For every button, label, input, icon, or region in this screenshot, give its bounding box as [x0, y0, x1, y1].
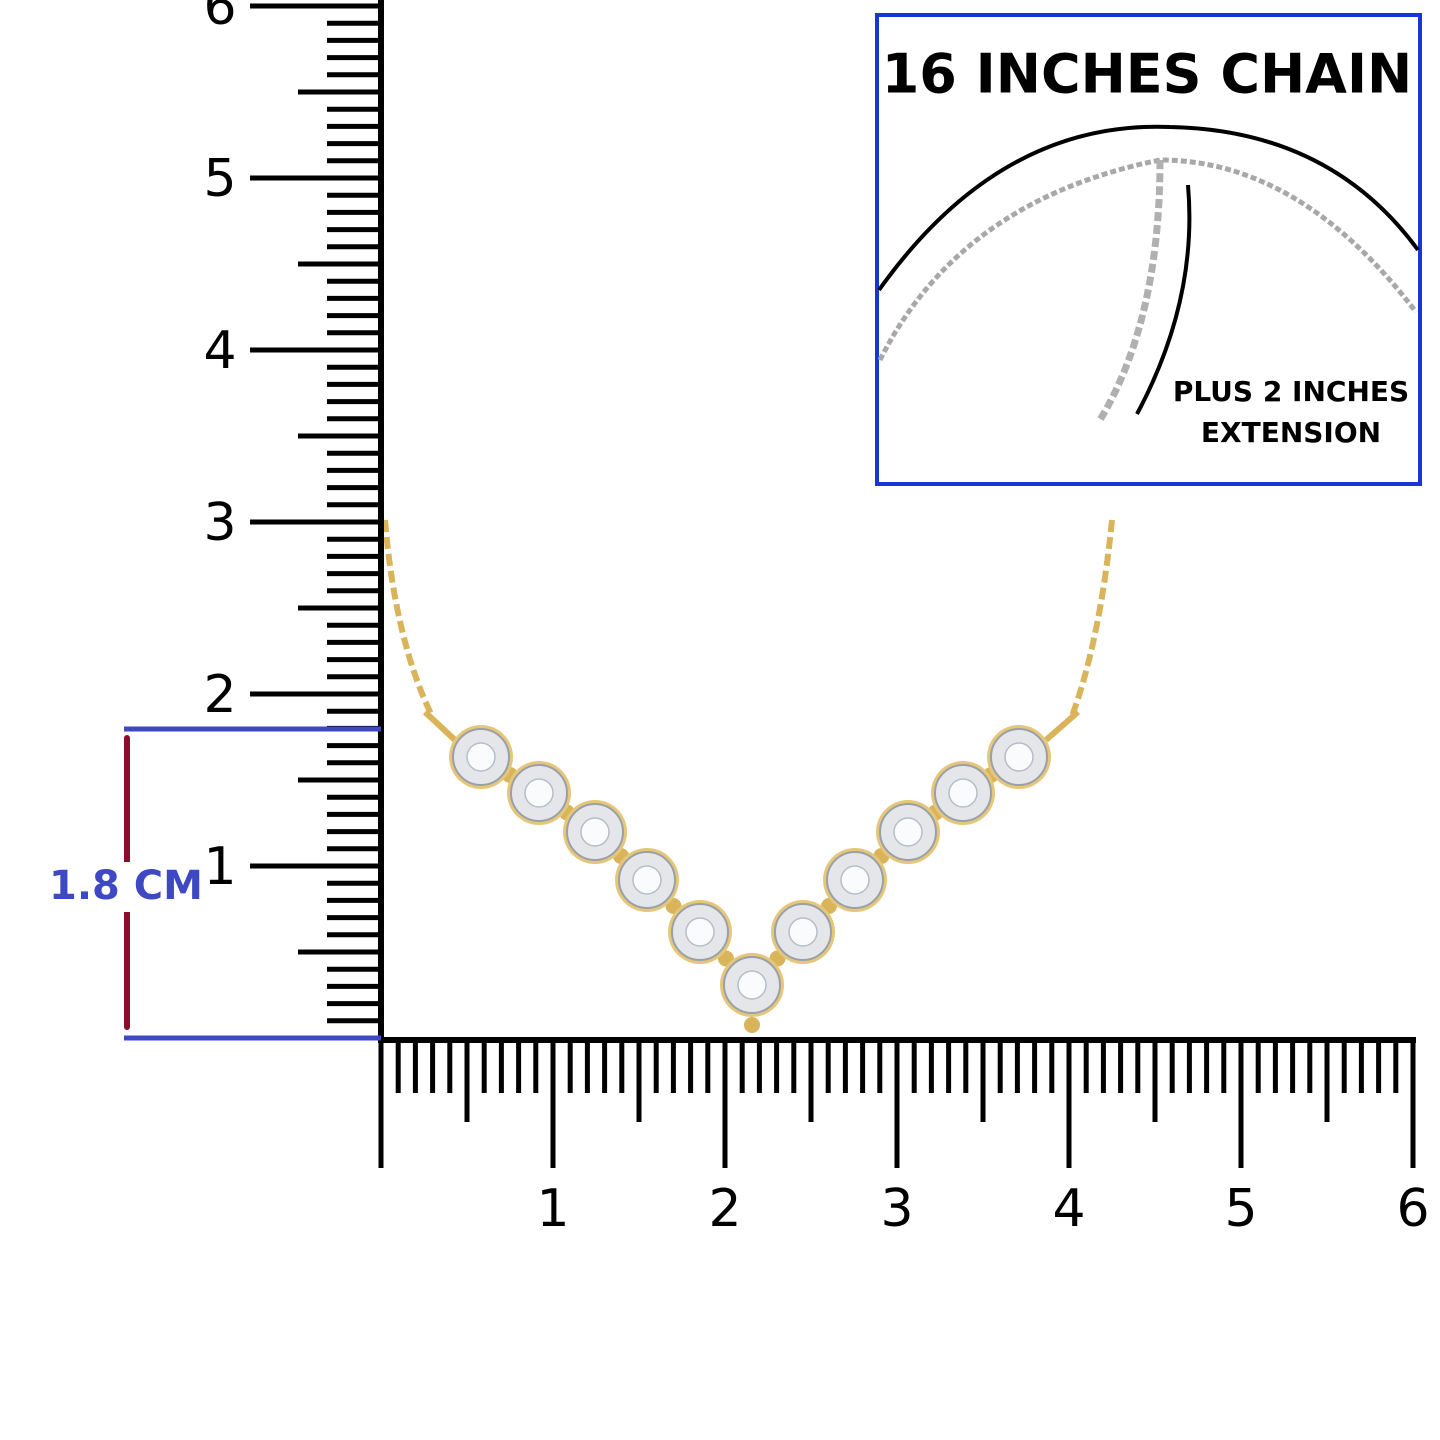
ruler-label: 6: [1396, 1179, 1429, 1239]
stone-facet: [893, 817, 923, 847]
necklace: [382, 519, 1115, 1033]
label-bg: [44, 862, 210, 912]
rulers: [250, 0, 1416, 1168]
inset-note: EXTENSION: [1201, 416, 1381, 449]
stone-facet: [580, 817, 610, 847]
inset: 16 INCHES CHAIN PLUS 2 INCHES EXTENSION: [875, 13, 1422, 486]
ruler-label: 3: [203, 493, 236, 553]
stone-facet: [466, 742, 496, 772]
prong: [744, 1017, 760, 1033]
inset-frame: [875, 13, 1422, 486]
ruler-label: 4: [1052, 1179, 1085, 1239]
inset-note: PLUS 2 INCHES: [1173, 375, 1409, 408]
chain: [382, 519, 435, 718]
stone-facet: [685, 917, 715, 947]
ruler-label: 5: [203, 149, 236, 209]
stone-facet: [948, 778, 978, 808]
clasp: [422, 709, 1080, 743]
stone-facet: [524, 778, 554, 808]
ruler-label: 1: [536, 1179, 569, 1239]
stone-facet: [632, 865, 662, 895]
ruler-label: 2: [203, 665, 236, 725]
ruler-label: 4: [203, 321, 236, 381]
ruler-label: 3: [880, 1179, 913, 1239]
stone-facet: [788, 917, 818, 947]
measure-label: 1.8 CM: [49, 863, 203, 909]
stone-facet: [1004, 742, 1034, 772]
extension-arc: [1135, 184, 1192, 415]
neck-arc: [877, 124, 1420, 292]
ruler-label: 2: [708, 1179, 741, 1239]
extension-chain: [1096, 159, 1164, 422]
stone-facet: [737, 970, 767, 1000]
ruler-label: 5: [1224, 1179, 1257, 1239]
stone-facet: [840, 865, 870, 895]
ruler-label: 1: [203, 837, 236, 897]
inset-title: 16 INCHES CHAIN: [882, 43, 1413, 106]
ruler-label: 6: [203, 0, 236, 37]
chain: [1069, 519, 1115, 718]
